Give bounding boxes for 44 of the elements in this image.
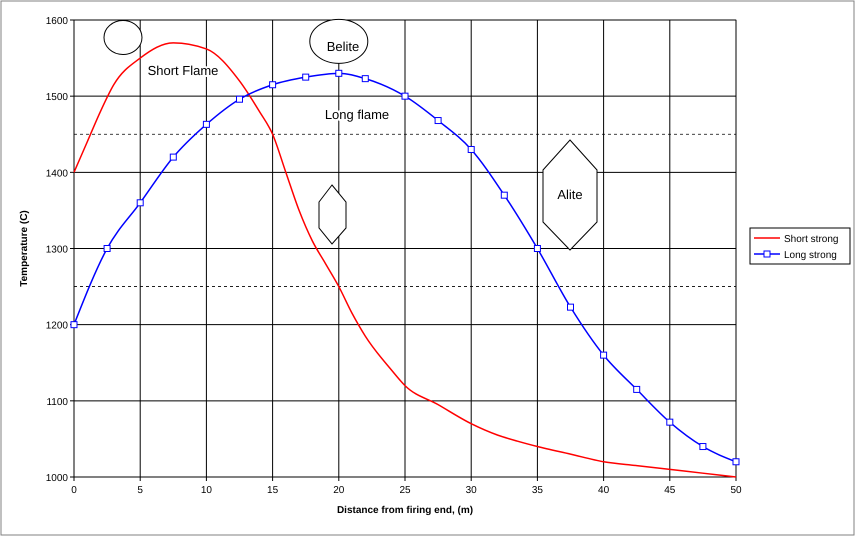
- x-tick-label: 0: [71, 485, 78, 496]
- point: [236, 96, 243, 103]
- x-tick-label: 50: [730, 485, 742, 496]
- x-tick-label: 15: [267, 485, 279, 496]
- point: [302, 74, 310, 81]
- x-tick-label: 5: [137, 485, 144, 496]
- y-axis-title: Temperature (C): [19, 210, 30, 287]
- y-tick-label: 1000: [46, 473, 68, 484]
- point: [362, 75, 369, 82]
- y-tick-label: 1600: [46, 16, 68, 27]
- point: [434, 117, 442, 124]
- x-tick-label: 25: [399, 485, 411, 496]
- x-tick-label: 30: [466, 485, 478, 496]
- point: [269, 81, 276, 88]
- point: [666, 418, 674, 426]
- point: [633, 386, 640, 393]
- point: [335, 70, 342, 77]
- annotation: Belite: [326, 39, 360, 54]
- x-tick-label: 10: [200, 485, 212, 496]
- annotation: Alite: [557, 187, 583, 202]
- point: [202, 120, 210, 128]
- point: [402, 92, 408, 100]
- point: [104, 245, 111, 252]
- y-tick-label: 1300: [46, 244, 68, 256]
- x-tick-label: 35: [532, 485, 544, 496]
- point: [732, 458, 740, 466]
- x-tick-label: 20: [333, 485, 345, 496]
- x-tick-label: 45: [664, 485, 676, 496]
- point: [136, 199, 144, 206]
- point: [468, 146, 475, 153]
- point: [699, 443, 706, 450]
- x-tick-label: 40: [598, 485, 610, 496]
- point: [567, 304, 574, 311]
- point: [534, 245, 541, 252]
- y-tick-label: 1500: [46, 92, 68, 104]
- point: [170, 154, 177, 161]
- legend-label: Long strong: [784, 250, 837, 261]
- y-tick-label: 1200: [46, 320, 68, 332]
- legend-label: Short strong: [784, 234, 838, 245]
- y-tick-label: 1100: [46, 396, 68, 408]
- point: [600, 352, 608, 359]
- point: [500, 192, 508, 199]
- x-axis-title: Distance from firing end, (m): [336, 505, 474, 516]
- y-tick-label: 1400: [46, 168, 68, 180]
